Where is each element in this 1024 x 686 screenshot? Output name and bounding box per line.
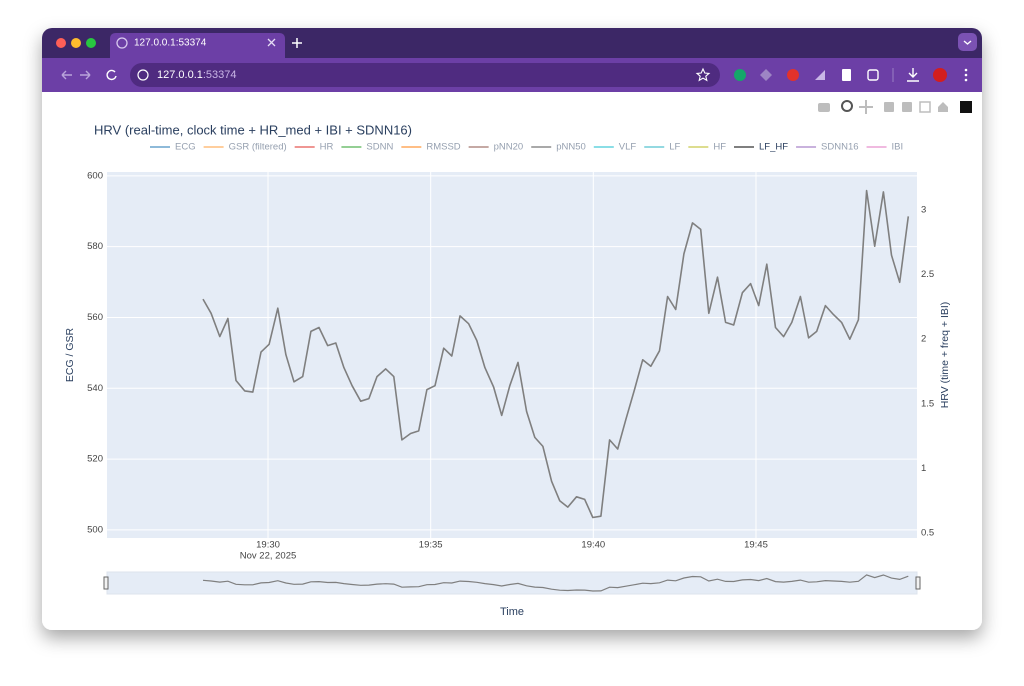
url-port: :53374 bbox=[203, 69, 237, 81]
profile[interactable] bbox=[933, 68, 947, 82]
legend-label: HR bbox=[320, 142, 334, 153]
y-tick-label: 580 bbox=[87, 241, 103, 252]
x-tick-label: 19:30 bbox=[256, 540, 280, 551]
x-date-label: Nov 22, 2025 bbox=[240, 551, 297, 562]
new-tab[interactable] bbox=[292, 38, 302, 48]
modebar-autoscale[interactable] bbox=[919, 101, 931, 113]
y2-tick-label: 2.5 bbox=[921, 269, 934, 280]
y2-tick-label: 2 bbox=[921, 334, 926, 345]
legend-label: LF bbox=[669, 142, 680, 153]
x-tick-label: 19:40 bbox=[581, 540, 605, 551]
tab-close[interactable] bbox=[267, 38, 276, 47]
y2-tick-label: 3 bbox=[921, 204, 926, 215]
active-tab[interactable] bbox=[110, 33, 285, 58]
legend-label: ECG bbox=[175, 142, 196, 153]
tab-favicon bbox=[116, 37, 128, 49]
y2-tick-label: 0.5 bbox=[921, 527, 934, 538]
range-slider-line bbox=[202, 574, 909, 592]
legend-label: GSR (filtered) bbox=[229, 142, 287, 153]
back-button[interactable] bbox=[61, 70, 72, 80]
chart-title: HRV (real-time, clock time + HR_med + IB… bbox=[94, 122, 412, 137]
x-axis-title: Time bbox=[500, 606, 524, 618]
close-button[interactable] bbox=[56, 38, 66, 48]
modebar-camera[interactable] bbox=[818, 103, 830, 112]
url: 127.0.0.1:53374 bbox=[157, 69, 237, 81]
extension-2[interactable] bbox=[760, 69, 772, 81]
y-tick-label: 560 bbox=[87, 312, 103, 323]
x-tick-label: 19:35 bbox=[419, 540, 443, 551]
tab-search-icon bbox=[963, 40, 972, 45]
modebar-reset[interactable] bbox=[938, 102, 948, 112]
downloads[interactable] bbox=[907, 68, 919, 82]
legend-label: LF_HF bbox=[759, 142, 788, 153]
y-tick-label: 520 bbox=[87, 454, 103, 465]
extension-grammarly[interactable] bbox=[734, 69, 746, 81]
modebar-zoom-out[interactable] bbox=[902, 102, 912, 112]
legend-label: VLF bbox=[619, 142, 637, 153]
y-axis-title: ECG / GSR bbox=[64, 327, 76, 382]
address-bar[interactable] bbox=[130, 63, 720, 87]
legend-label: pNN20 bbox=[494, 142, 524, 153]
legend-label: pNN50 bbox=[556, 142, 586, 153]
modebar-zoom-in[interactable] bbox=[884, 102, 894, 112]
reload-button[interactable] bbox=[106, 69, 117, 81]
extension-5[interactable] bbox=[842, 69, 851, 81]
legend-label: RMSSD bbox=[426, 142, 460, 153]
legend-label: SDNN16 bbox=[821, 142, 859, 153]
minimize-button[interactable] bbox=[71, 38, 81, 48]
range-slider-handle[interactable] bbox=[915, 576, 921, 590]
plot-area bbox=[107, 172, 917, 538]
tab-search[interactable] bbox=[958, 33, 977, 51]
extensions-menu[interactable] bbox=[867, 69, 879, 81]
modebar-zoom[interactable] bbox=[841, 100, 853, 112]
range-slider[interactable] bbox=[106, 571, 918, 595]
modebar-logo[interactable] bbox=[960, 101, 972, 113]
y-tick-label: 500 bbox=[87, 524, 103, 535]
legend-label: SDNN bbox=[366, 142, 393, 153]
zoom-button[interactable] bbox=[86, 38, 96, 48]
extension-4[interactable] bbox=[815, 70, 825, 80]
url-host: 127.0.0.1 bbox=[157, 69, 203, 81]
site-info[interactable] bbox=[137, 69, 149, 81]
bookmark-star[interactable] bbox=[695, 67, 711, 82]
y-tick-label: 540 bbox=[87, 383, 103, 394]
forward-button[interactable] bbox=[80, 70, 91, 80]
legend-label: IBI bbox=[892, 142, 904, 153]
y-tick-label: 600 bbox=[87, 170, 103, 181]
y2-axis-title: HRV (time + freq + IBI) bbox=[939, 302, 951, 409]
modebar bbox=[818, 100, 972, 114]
x-tick-label: 19:45 bbox=[744, 540, 768, 551]
series-line bbox=[202, 189, 910, 519]
y2-tick-label: 1.5 bbox=[921, 398, 934, 409]
tab-title: 127.0.0.1:53374 bbox=[134, 38, 207, 49]
y2-tick-label: 1 bbox=[921, 463, 926, 474]
extension-3[interactable] bbox=[787, 69, 799, 81]
menu-button[interactable] bbox=[964, 68, 968, 82]
modebar-pan[interactable] bbox=[859, 100, 873, 114]
legend-label: HF bbox=[713, 142, 726, 153]
range-slider-handle[interactable] bbox=[103, 576, 109, 590]
